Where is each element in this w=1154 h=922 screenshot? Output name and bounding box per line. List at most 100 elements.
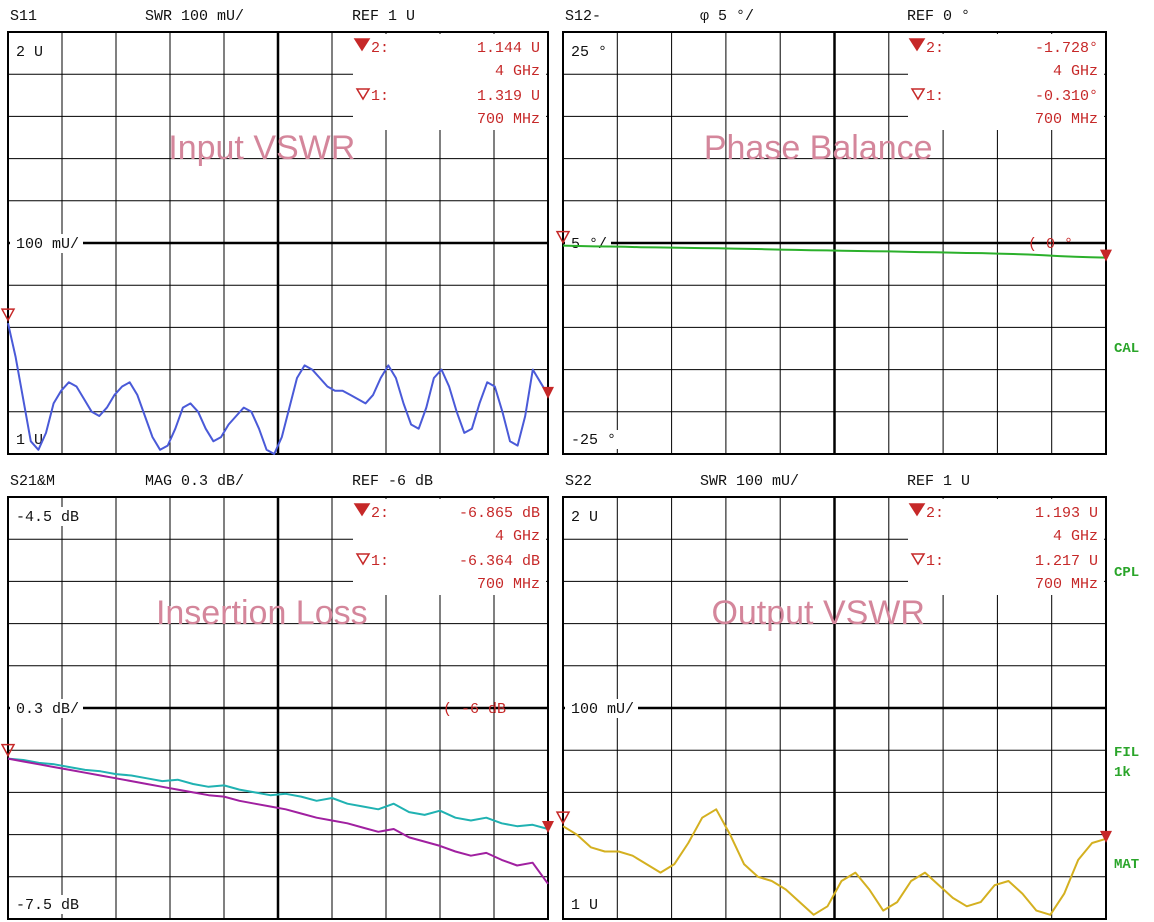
marker-value: 1.217 U [1035, 553, 1098, 570]
y-bottom-label-bg [565, 430, 620, 449]
marker-number: 1: [926, 88, 944, 105]
y-ref-label: 100 mU/ [571, 701, 634, 718]
side-label: MAT [1114, 857, 1139, 873]
panel-ref-label: REF 0 ° [907, 8, 970, 25]
y-bottom-label: 1 U [16, 432, 43, 449]
side-softkey-labels: CAL CPL FIL 1k MAT [1114, 341, 1139, 873]
trace-line-1 [562, 244, 1107, 259]
marker-2-icon [1100, 830, 1112, 843]
y-bottom-label-bg [10, 430, 47, 449]
panel-s11: S11 SWR 100 mU/REF 1 U 2 U 100 mU/1 U Input … [0, 8, 554, 455]
reference-marker-label: ( 0 ° [1028, 236, 1073, 253]
marker-readout-bg [353, 34, 546, 130]
marker-number: 1: [371, 88, 389, 105]
y-top-label-bg [10, 42, 47, 61]
panel-scale-label: φ 5 °/ [700, 8, 754, 25]
marker-frequency: 700 MHz [1035, 576, 1098, 593]
marker-readout-bg [908, 34, 1104, 130]
y-ref-label-bg [10, 234, 83, 253]
panel-scale-label: SWR 100 mU/ [700, 473, 799, 490]
marker-1-icon [555, 230, 571, 245]
trace-line-1 [7, 757, 549, 830]
panel-scale-label: SWR 100 mU/ [145, 8, 244, 25]
y-ref-label: 5 °/ [571, 236, 607, 253]
trace-line-2 [7, 757, 549, 885]
panel-title: Phase Balance [704, 129, 933, 167]
marker-number: 1: [926, 553, 944, 570]
marker-frequency: 4 GHz [495, 63, 540, 80]
panel-ref-label: REF 1 U [907, 473, 970, 490]
marker-value: 1.193 U [1035, 505, 1098, 522]
y-bottom-label-bg [10, 895, 83, 914]
y-bottom-label: -25 ° [571, 432, 616, 449]
marker-frequency: 4 GHz [1053, 528, 1098, 545]
marker-1-icon [555, 811, 571, 825]
marker-number: 2: [371, 505, 389, 522]
marker-number: 2: [926, 40, 944, 57]
marker-triangle-icon [353, 38, 371, 52]
marker-value: -0.310° [1035, 88, 1098, 105]
panel-s21: S21&M MAG 0.3 dB/REF -6 dB -4.5 dB 0.3 dB/ -… [0, 473, 554, 920]
panel-scale-label: MAG 0.3 dB/ [145, 473, 244, 490]
marker-2-icon [542, 386, 554, 399]
marker-number: 2: [926, 505, 944, 522]
marker-1-icon [0, 743, 16, 758]
panel-title: Input VSWR [168, 129, 355, 167]
marker-value: -6.865 dB [459, 505, 540, 522]
marker-triangle-icon [910, 88, 926, 101]
marker-triangle-icon [908, 503, 926, 517]
y-top-label: 2 U [16, 44, 43, 61]
marker-2-icon [542, 820, 554, 833]
y-bottom-label-bg [565, 895, 602, 914]
marker-frequency: 4 GHz [495, 528, 540, 545]
panel-ref-label: REF -6 dB [352, 473, 433, 490]
panel-param-label: S21&M [10, 473, 55, 490]
marker-value: 1.144 U [477, 40, 540, 57]
panel-title: Output VSWR [711, 594, 925, 632]
y-top-label-bg [565, 42, 611, 61]
marker-value: 1.319 U [477, 88, 540, 105]
marker-frequency: 700 MHz [1035, 111, 1098, 128]
marker-frequency: 700 MHz [477, 576, 540, 593]
y-top-label: 2 U [571, 509, 598, 526]
marker-2-icon [1100, 249, 1112, 262]
panel-ref-label: REF 1 U [352, 8, 415, 25]
y-top-label: 25 ° [571, 44, 607, 61]
y-ref-label-bg [565, 699, 638, 718]
marker-number: 2: [371, 40, 389, 57]
side-label: CAL [1114, 341, 1139, 357]
y-top-label-bg [10, 507, 83, 526]
y-ref-label: 100 mU/ [16, 236, 79, 253]
marker-triangle-icon [355, 553, 371, 566]
panel-param-label: S12- [565, 8, 601, 25]
marker-triangle-icon [353, 503, 371, 517]
panel-title: Insertion Loss [156, 594, 368, 632]
panel-s22: S22 SWR 100 mU/REF 1 U 2 U 100 mU/1 U Output… [555, 473, 1112, 920]
y-bottom-label: -7.5 dB [16, 897, 79, 914]
marker-value: -1.728° [1035, 40, 1098, 57]
side-label: FIL [1114, 745, 1139, 761]
reference-marker-label: ( -6 dB [443, 701, 506, 718]
trace-line-1 [7, 322, 549, 455]
side-label: CPL [1114, 565, 1139, 581]
panel-s12: S12- φ 5 °/ REF 0 ° 25 ° 5 °/ -25 ° Phase Bala… [555, 8, 1112, 455]
y-ref-label-bg [10, 699, 83, 718]
y-ref-label: 0.3 dB/ [16, 701, 79, 718]
marker-frequency: 700 MHz [477, 111, 540, 128]
trace-line-1 [562, 808, 1107, 916]
marker-readout-bg [353, 499, 546, 595]
side-label: 1k [1114, 765, 1131, 781]
marker-value: -6.364 dB [459, 553, 540, 570]
marker-number: 1: [371, 553, 389, 570]
y-top-label: -4.5 dB [16, 509, 79, 526]
panel-param-label: S22 [565, 473, 592, 490]
y-ref-label-bg [565, 234, 611, 253]
marker-readout-bg [908, 499, 1104, 595]
marker-1-icon [0, 308, 16, 322]
marker-triangle-icon [355, 88, 371, 101]
y-top-label-bg [565, 507, 602, 526]
marker-frequency: 4 GHz [1053, 63, 1098, 80]
marker-triangle-icon [910, 553, 926, 566]
panel-param-label: S11 [10, 8, 37, 25]
